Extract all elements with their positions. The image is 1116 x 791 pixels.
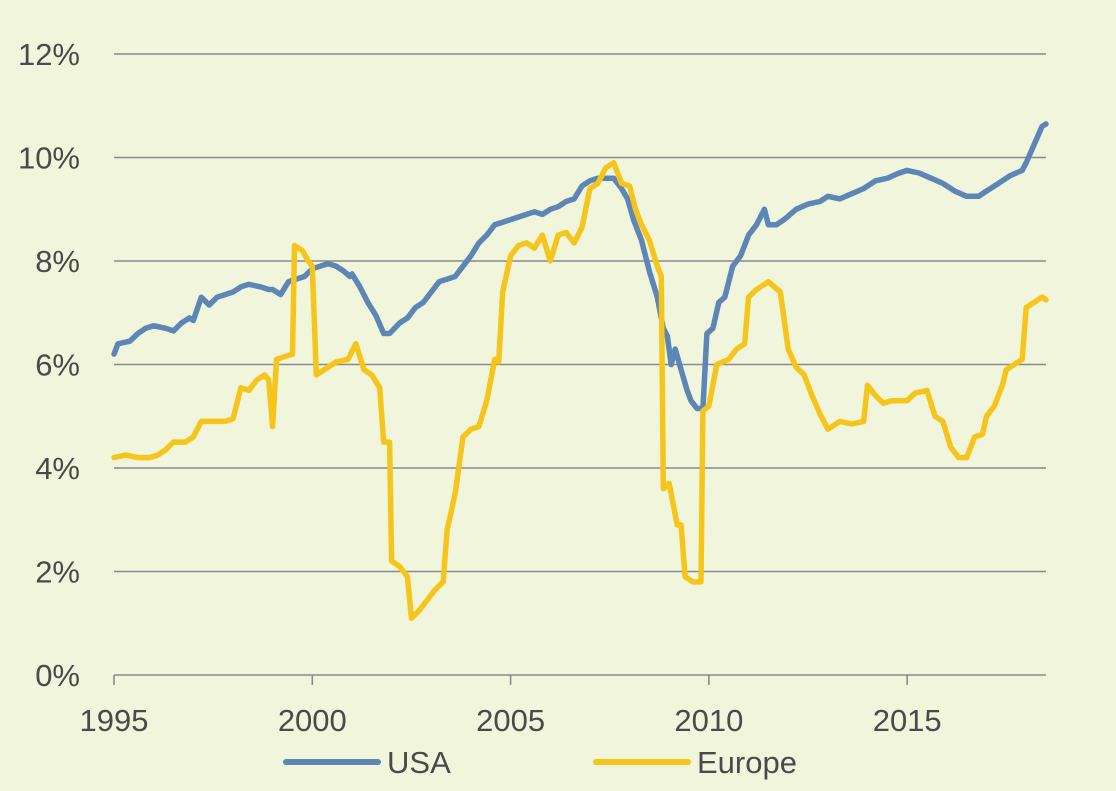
y-tick-label: 4%	[35, 451, 80, 486]
y-tick-label: 6%	[35, 348, 80, 383]
series-line-europe	[111, 159, 1049, 621]
x-tick-label: 2015	[873, 703, 942, 738]
x-tick-label: 2000	[278, 703, 347, 738]
y-tick-label: 12%	[18, 37, 80, 72]
legend-label: USA	[387, 745, 451, 780]
y-tick-label: 8%	[35, 244, 80, 279]
legend-item-usa: USA	[283, 745, 451, 780]
y-tick-label: 2%	[35, 555, 80, 590]
x-tick-label: 2010	[674, 703, 743, 738]
series-line-usa	[111, 121, 1049, 412]
gridlines	[114, 53, 1046, 573]
legend: USA Europe	[283, 745, 797, 780]
series-lines	[111, 121, 1049, 621]
y-tick-label: 0%	[35, 658, 80, 693]
x-tick-labels: 1995 2000 2005 2010 2015	[80, 703, 942, 738]
axes	[113, 674, 1046, 685]
x-tick-label: 1995	[80, 703, 149, 738]
y-tick-labels: 0% 2% 4% 6% 8% 10% 12%	[18, 37, 80, 693]
x-tick-label: 2005	[476, 703, 545, 738]
legend-item-europe: Europe	[593, 745, 797, 780]
legend-label: Europe	[697, 745, 797, 780]
y-tick-label: 10%	[18, 141, 80, 176]
